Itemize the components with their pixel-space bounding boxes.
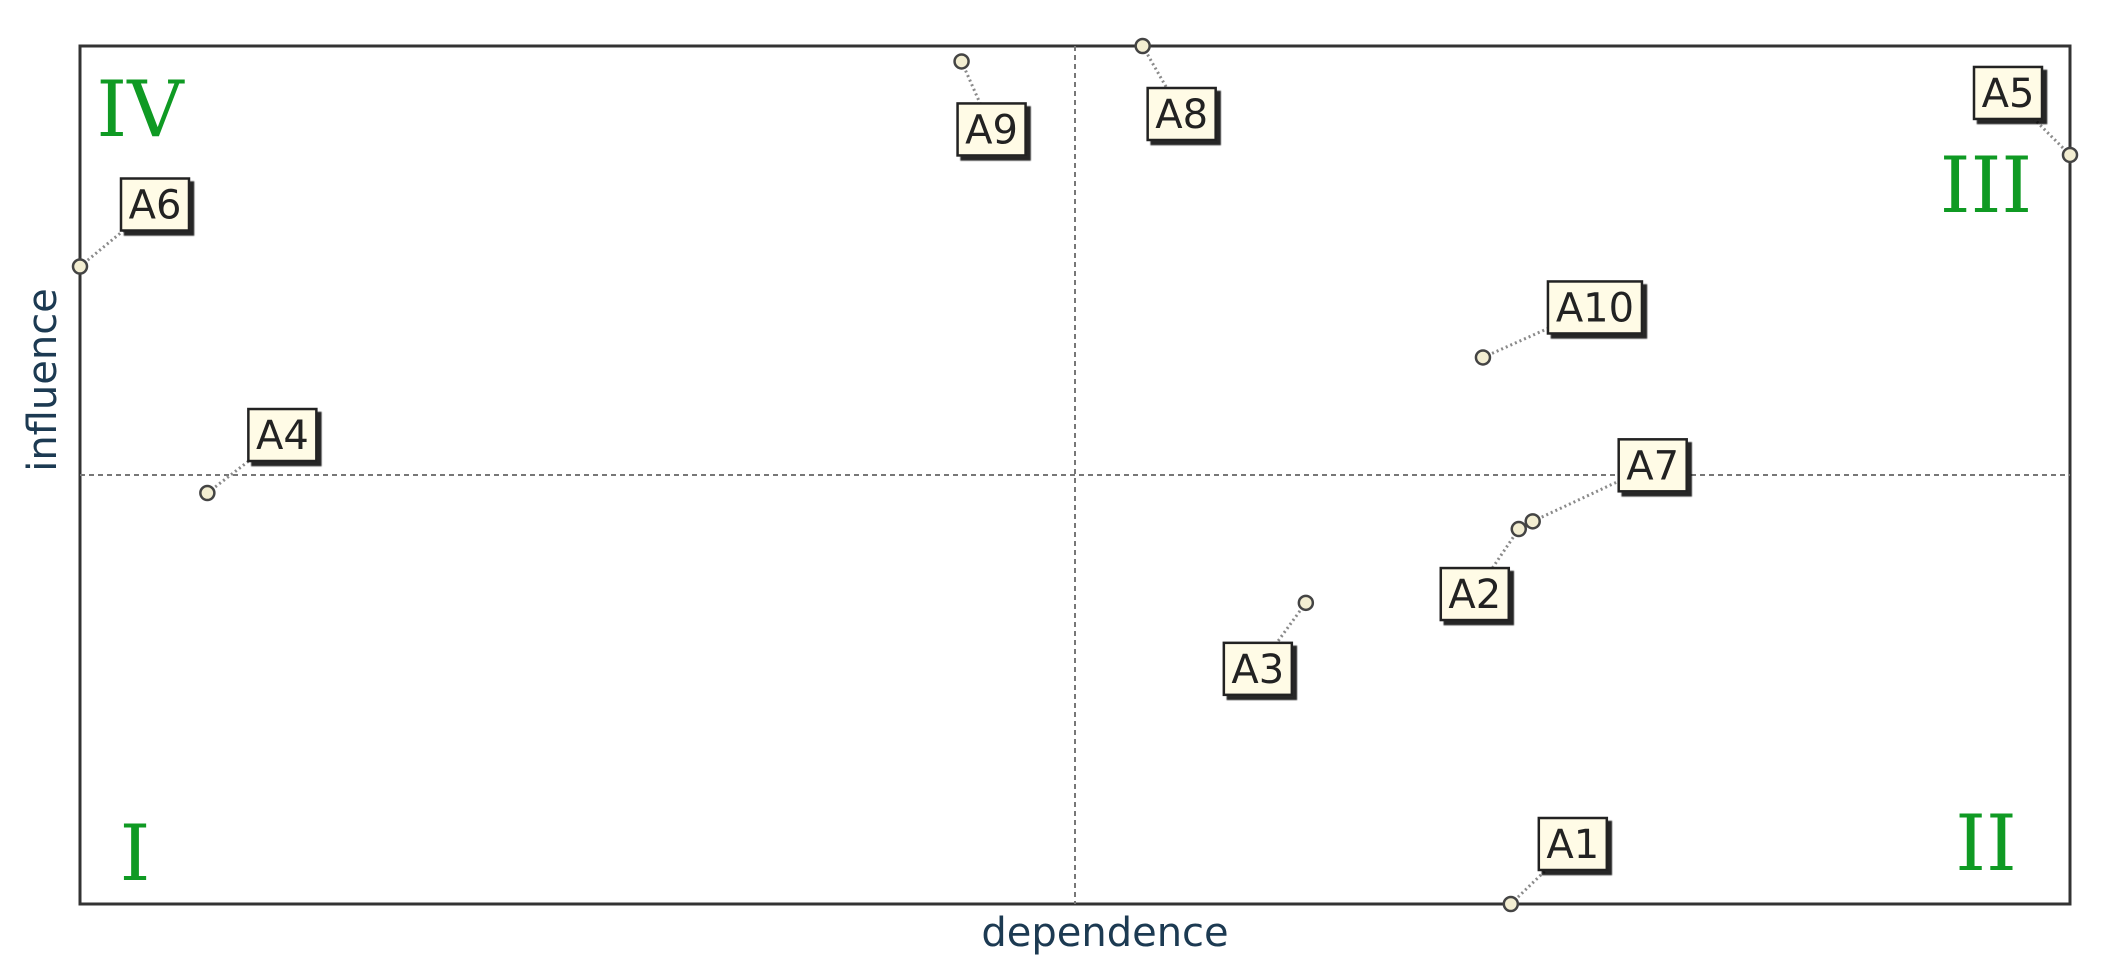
point-label-box xyxy=(1972,65,2044,121)
point-label-box xyxy=(1617,438,1688,493)
data-point-a5: A5 xyxy=(1972,65,2079,164)
data-point-a7: A7 xyxy=(1524,438,1688,530)
quadrant-label-i: I xyxy=(120,809,151,899)
data-point-a4: A4 xyxy=(199,407,318,502)
point-marker xyxy=(71,258,89,275)
point-marker xyxy=(1524,513,1541,530)
point-marker xyxy=(1474,349,1492,366)
point-label-box xyxy=(247,407,318,463)
point-marker xyxy=(2061,146,2079,164)
data-point-a9: A9 xyxy=(953,53,1027,157)
point-label-box xyxy=(1439,566,1511,622)
point-label-box xyxy=(119,177,191,232)
point-label: A6 xyxy=(129,183,182,229)
point-label: A3 xyxy=(1231,647,1284,693)
point-marker xyxy=(1297,594,1315,612)
point-label-box xyxy=(1537,816,1609,872)
quadrant-label-iv: IV xyxy=(96,65,185,155)
point-marker xyxy=(1510,520,1528,538)
points-layer: A1 A2 A3 A4 A5 A6 A7 A8 A9 A10 xyxy=(71,37,2079,913)
point-marker xyxy=(1134,37,1151,55)
data-point-a1: A1 xyxy=(1502,816,1609,913)
point-label: A4 xyxy=(256,413,309,459)
point-label-box xyxy=(1222,641,1294,697)
point-label-box xyxy=(1546,280,1644,335)
leader-line xyxy=(206,433,284,495)
point-label-box xyxy=(956,102,1027,157)
point-label: A1 xyxy=(1546,822,1599,868)
data-point-a6: A6 xyxy=(71,177,191,275)
point-label-box xyxy=(1146,86,1217,142)
leader-line xyxy=(1256,601,1308,670)
point-label: A2 xyxy=(1448,572,1501,618)
leader-line xyxy=(1482,306,1596,359)
point-label: A10 xyxy=(1556,285,1634,331)
data-point-a2: A2 xyxy=(1439,520,1528,622)
point-label: A5 xyxy=(1982,71,2035,117)
point-label: A7 xyxy=(1626,443,1679,489)
x-axis-title: dependence xyxy=(981,910,1228,956)
quadrant-label-iii: III xyxy=(1940,141,2032,231)
point-label: A8 xyxy=(1155,92,1208,138)
y-axis-title: influence xyxy=(20,288,66,472)
point-marker xyxy=(199,484,216,502)
point-marker xyxy=(953,53,970,70)
quadrant-label-ii: II xyxy=(1955,799,2017,889)
data-point-a8: A8 xyxy=(1134,37,1217,142)
point-marker xyxy=(1502,895,1520,913)
data-point-a3: A3 xyxy=(1222,594,1315,697)
point-label: A9 xyxy=(965,107,1018,153)
data-point-a10: A10 xyxy=(1474,280,1644,366)
